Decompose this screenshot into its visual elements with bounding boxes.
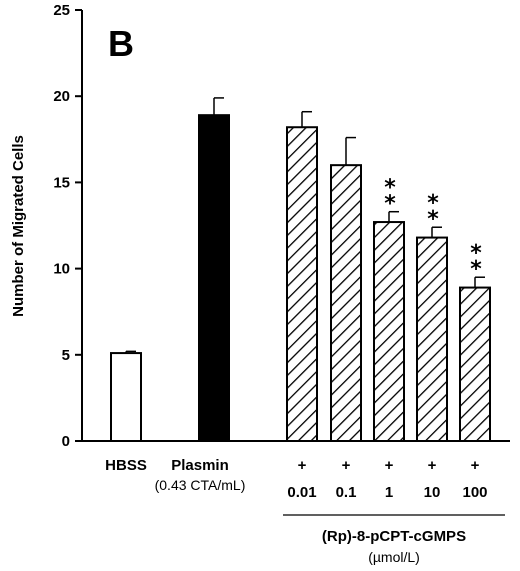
y-tick-label: 5 bbox=[62, 347, 70, 364]
bar-10 bbox=[416, 236, 448, 442]
category-sublabel: (0.43 CTA/mL) bbox=[155, 477, 246, 493]
significance-star: * bbox=[470, 241, 482, 266]
y-tick-label: 10 bbox=[53, 261, 70, 278]
panel-label: B bbox=[108, 23, 134, 64]
bar-1 bbox=[373, 221, 405, 442]
bar-0.1 bbox=[330, 164, 362, 442]
plus-sign: + bbox=[385, 457, 394, 474]
significance-star: * bbox=[470, 257, 482, 282]
plus-sign: + bbox=[298, 457, 307, 474]
y-ticks: 0 5 10 15 20 25 bbox=[53, 2, 82, 450]
significance-star: * bbox=[427, 191, 439, 216]
category-labels: HBSS Plasmin (0.43 CTA/mL) +0.01 +0.1 +1 +10 +1… bbox=[105, 457, 487, 501]
category-label: 100 bbox=[462, 484, 487, 501]
group-label: (Rp)-8-pCPT-cGMPS bbox=[322, 528, 466, 545]
plus-sign: + bbox=[471, 457, 480, 474]
plus-sign: + bbox=[428, 457, 437, 474]
category-label: 10 bbox=[424, 484, 441, 501]
y-tick-label: 20 bbox=[53, 88, 70, 105]
bar-0.01 bbox=[286, 126, 318, 443]
category-label: 0.01 bbox=[287, 484, 316, 501]
y-tick-label: 15 bbox=[53, 174, 70, 191]
significance-star: * bbox=[384, 192, 396, 217]
bar-HBSS bbox=[110, 352, 142, 442]
group-unit-label: (µmol/L) bbox=[368, 549, 420, 565]
bar-100 bbox=[459, 286, 491, 442]
category-label: Plasmin bbox=[171, 457, 229, 474]
y-tick-label: 0 bbox=[62, 433, 70, 450]
plus-sign: + bbox=[342, 457, 351, 474]
category-label: 0.1 bbox=[336, 484, 357, 501]
y-tick-label: 25 bbox=[53, 2, 70, 19]
significance-star: * bbox=[427, 207, 439, 232]
category-label: 1 bbox=[385, 484, 393, 501]
y-axis-label: Number of Migrated Cells bbox=[10, 135, 27, 317]
category-label: HBSS bbox=[105, 457, 147, 474]
bar-Plasmin bbox=[198, 114, 230, 442]
bars: ** **** bbox=[110, 97, 491, 443]
significance-star: * bbox=[384, 176, 396, 201]
